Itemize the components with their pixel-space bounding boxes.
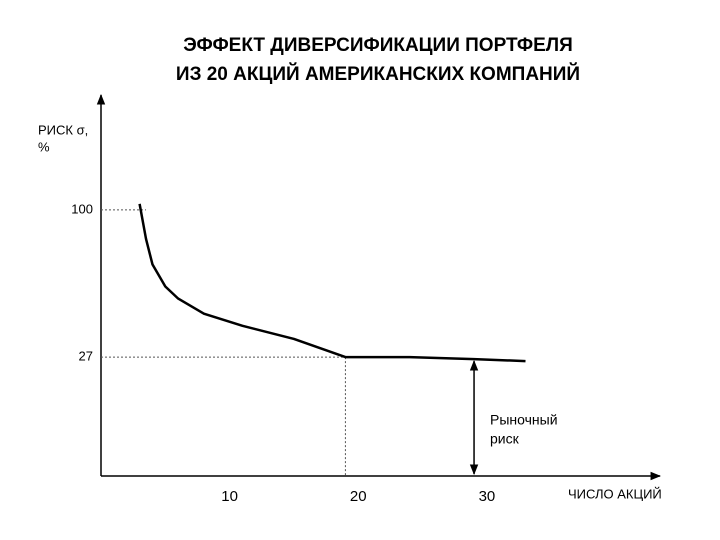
y-tick-label: 100 [71, 201, 93, 216]
x-axis-label: ЧИСЛО АКЦИЙ [568, 486, 662, 501]
annotation: риск [490, 431, 520, 447]
annotation: Рыночный [490, 412, 558, 428]
risk-line [138, 203, 526, 363]
chart-title: ИЗ 20 АКЦИЙ АМЕРИКАНСКИХ КОМПАНИЙ [176, 63, 580, 85]
y-tick-label: 27 [79, 349, 93, 364]
x-tick-label: 30 [479, 488, 496, 505]
x-tick-label: 20 [350, 488, 367, 505]
x-tick-label: 10 [221, 488, 238, 505]
y-axis-label: РИСК σ, [38, 122, 88, 137]
chart-title: ЭФФЕКТ ДИВЕРСИФИКАЦИИ ПОРТФЕЛЯ [183, 35, 573, 56]
y-axis-label: % [38, 139, 50, 154]
